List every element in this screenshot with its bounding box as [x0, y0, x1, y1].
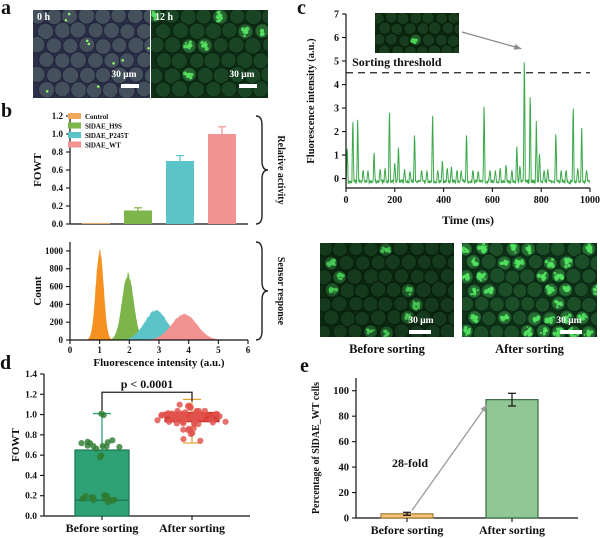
svg-text:Relative activity: Relative activity: [275, 135, 286, 204]
svg-text:1.2: 1.2: [52, 111, 64, 121]
micrograph-12h: [151, 10, 268, 98]
after-sorting-caption: After sorting: [495, 342, 564, 356]
svg-text:Time (ms): Time (ms): [442, 213, 494, 227]
svg-text:Sorting threshold: Sorting threshold: [352, 55, 442, 69]
svg-text:6: 6: [334, 33, 339, 44]
scalebar: [121, 84, 139, 88]
svg-text:200: 200: [50, 317, 64, 327]
micrograph-after-sorting: [462, 243, 597, 337]
svg-text:0: 0: [59, 335, 64, 345]
svg-text:0.4: 0.4: [52, 183, 64, 193]
svg-text:After sorting: After sorting: [159, 521, 225, 535]
micrograph-before-sorting: [320, 243, 454, 337]
svg-text:Fluorescence intensity (a.u.): Fluorescence intensity (a.u.): [306, 38, 317, 164]
svg-text:7: 7: [334, 10, 339, 21]
svg-text:2: 2: [334, 127, 339, 138]
svg-text:SlDAE_P245T: SlDAE_P245T: [85, 132, 129, 140]
svg-text:3: 3: [334, 104, 339, 115]
panel-letter-a: a: [1, 0, 11, 19]
svg-text:1000: 1000: [580, 195, 600, 206]
svg-text:400: 400: [50, 299, 64, 309]
svg-text:80: 80: [339, 412, 350, 423]
svg-text:600: 600: [485, 195, 500, 206]
svg-text:FOWT: FOWT: [32, 153, 44, 187]
svg-text:600: 600: [50, 282, 64, 292]
svg-text:5: 5: [334, 57, 339, 68]
svg-text:1.2: 1.2: [25, 390, 37, 400]
panel-letter-d: d: [0, 352, 12, 374]
svg-text:Fluorescence intensity (a.u.): Fluorescence intensity (a.u.): [93, 357, 225, 369]
svg-text:1.0: 1.0: [25, 411, 37, 421]
svg-text:3: 3: [157, 345, 162, 355]
svg-text:1.4: 1.4: [25, 370, 37, 380]
svg-text:0.8: 0.8: [52, 147, 64, 157]
micrograph-inset: [375, 13, 459, 53]
svg-text:800: 800: [534, 195, 549, 206]
svg-text:6: 6: [246, 345, 251, 355]
svg-text:p < 0.0001: p < 0.0001: [121, 377, 174, 391]
svg-text:2: 2: [127, 345, 132, 355]
scalebar-label: 30 μm: [111, 70, 137, 80]
svg-text:1000: 1000: [45, 246, 64, 256]
chart-sensor-response-histogram: 0 200 400 600 800 1000 0 1 2 3 4 5 6 Count Fluorescenc…: [32, 241, 286, 369]
svg-text:0.0: 0.0: [52, 219, 64, 229]
scalebar-label: 30 μm: [229, 70, 255, 80]
chart-fluorescence-trace: 0 1 2 3 4 5 6 7 0 200 400 600 800 1000 Sorting thresho…: [306, 10, 600, 228]
chart-fowt-boxplot: 0.0 0.2 0.4 0.6 0.8 1.0 1.2 1.4 FOWT Before sorti…: [10, 370, 250, 535]
scalebar-label: 30 μm: [556, 316, 582, 326]
svg-text:1: 1: [334, 151, 339, 162]
svg-text:SlDAE_H9S: SlDAE_H9S: [85, 123, 122, 131]
scalebar-label: 30 μm: [408, 316, 434, 326]
scalebar: [239, 84, 257, 88]
svg-text:4: 4: [334, 80, 339, 91]
svg-text:0.4: 0.4: [25, 471, 37, 481]
svg-text:5: 5: [216, 345, 221, 355]
svg-text:400: 400: [436, 195, 451, 206]
svg-text:Before sorting: Before sorting: [371, 523, 444, 537]
svg-text:0.2: 0.2: [25, 492, 37, 502]
svg-text:0: 0: [344, 514, 349, 525]
svg-text:200: 200: [387, 195, 402, 206]
micrograph-0h-label: 0 h: [37, 12, 51, 23]
svg-text:Percentage of SlDAE_WT cells: Percentage of SlDAE_WT cells: [311, 382, 322, 514]
svg-text:100: 100: [333, 386, 349, 397]
svg-text:SlDAE_WT: SlDAE_WT: [85, 142, 121, 150]
panel-letter-b: b: [1, 100, 13, 122]
svg-text:0: 0: [334, 174, 339, 185]
svg-text:0.8: 0.8: [25, 431, 37, 441]
svg-text:800: 800: [50, 264, 64, 274]
svg-text:Count: Count: [32, 276, 44, 306]
svg-text:0: 0: [344, 195, 349, 206]
panel-letter-c: c: [297, 0, 306, 19]
scalebar: [409, 330, 431, 334]
svg-text:0.2: 0.2: [52, 201, 64, 211]
svg-text:1.0: 1.0: [52, 129, 64, 139]
svg-text:Before sorting: Before sorting: [66, 521, 139, 535]
chart-relative-activity: 0.0 0.2 0.4 0.6 0.8 1.0 1.2 FOWT Control SlDAE_H9…: [32, 111, 286, 229]
svg-text:Sensor response: Sensor response: [275, 257, 286, 326]
svg-text:0.6: 0.6: [25, 451, 37, 461]
svg-text:0.6: 0.6: [52, 165, 64, 175]
chart-sorting-percentage: 0 20 40 60 80 100 Percentage of SlDAE_WT cells…: [311, 378, 578, 537]
svg-text:After sorting: After sorting: [479, 523, 545, 537]
svg-text:20: 20: [339, 488, 350, 499]
svg-text:FOWT: FOWT: [10, 428, 22, 462]
svg-text:60: 60: [339, 437, 350, 448]
scalebar: [560, 330, 582, 334]
svg-text:0: 0: [68, 345, 73, 355]
svg-text:0.0: 0.0: [25, 512, 37, 522]
micrograph-12h-label: 12 h: [155, 12, 174, 23]
svg-text:4: 4: [186, 345, 191, 355]
micrograph-0h: [33, 10, 150, 98]
before-sorting-caption: Before sorting: [349, 342, 425, 356]
svg-text:Control: Control: [85, 113, 108, 121]
svg-text:28-fold: 28-fold: [392, 456, 428, 470]
svg-text:1: 1: [97, 345, 102, 355]
svg-text:40: 40: [339, 463, 350, 474]
panel-letter-e: e: [300, 355, 309, 377]
